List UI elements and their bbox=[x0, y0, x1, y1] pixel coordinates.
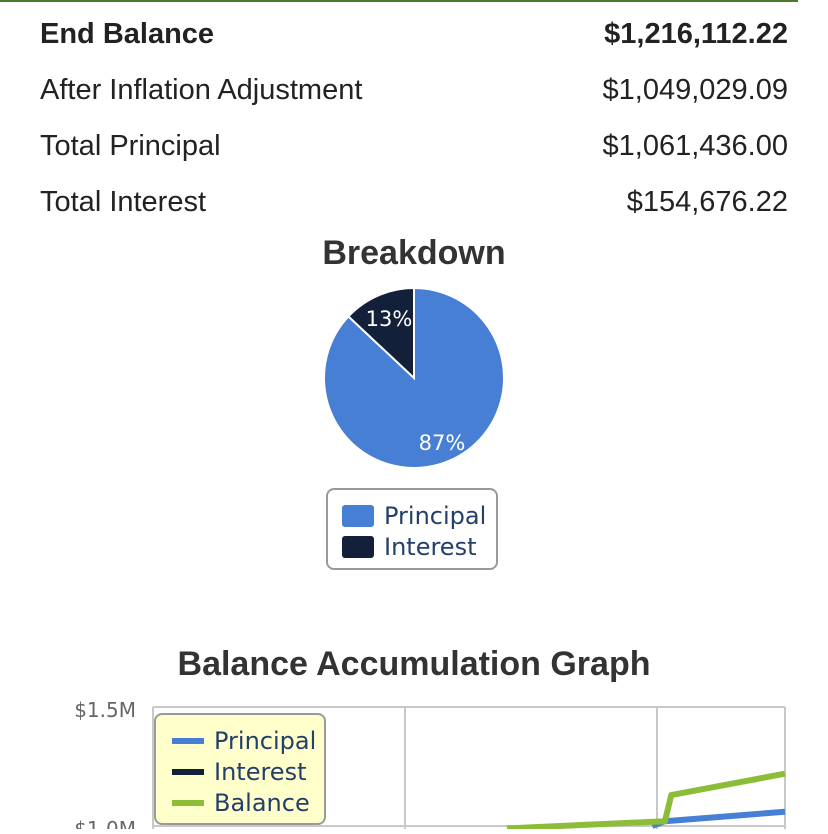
balance-line-chart: $1.5M $1.0M bbox=[0, 690, 828, 834]
breakdown-title: Breakdown bbox=[322, 234, 506, 272]
summary-label: Total Principal bbox=[40, 129, 221, 162]
summary-row-end-balance: End Balance $1,216,112.22 bbox=[40, 6, 788, 62]
pie-svg: 87% 13% bbox=[323, 286, 505, 469]
top-divider bbox=[0, 0, 798, 2]
legend-item-balance[interactable]: Balance bbox=[172, 789, 310, 817]
legend-item-principal: Principal bbox=[342, 502, 486, 530]
summary-row-inflation: After Inflation Adjustment $1,049,029.09 bbox=[40, 62, 788, 118]
summary-label: After Inflation Adjustment bbox=[40, 73, 363, 106]
legend-item-principal[interactable]: Principal bbox=[172, 727, 316, 755]
summary-value: $1,061,436.00 bbox=[602, 129, 788, 162]
legend-label: Balance bbox=[214, 789, 310, 817]
legend-swatch bbox=[342, 505, 374, 527]
legend-label: Principal bbox=[214, 727, 317, 755]
summary-label: End Balance bbox=[40, 17, 215, 50]
legend-line-swatch bbox=[172, 769, 204, 775]
summary-value: $1,216,112.22 bbox=[604, 17, 788, 50]
legend-item-interest[interactable]: Interest bbox=[172, 758, 306, 786]
legend-label: Interest bbox=[214, 758, 307, 786]
legend-line-swatch bbox=[172, 738, 204, 744]
results-summary: End Balance $1,216,112.22 After Inflatio… bbox=[40, 6, 788, 230]
breakdown-pie-chart: 87% 13% bbox=[0, 280, 828, 480]
line-legend[interactable]: Principal Interest Balance bbox=[154, 713, 326, 825]
legend-label: Interest bbox=[384, 533, 477, 561]
pie-label-principal: 87% bbox=[419, 431, 466, 455]
summary-row-interest: Total Interest $154,676.22 bbox=[40, 174, 788, 230]
y-tick-label: $1.0M bbox=[74, 817, 136, 829]
balance-graph-title: Balance Accumulation Graph bbox=[177, 645, 651, 683]
legend-item-interest: Interest bbox=[342, 533, 476, 561]
summary-value: $1,049,029.09 bbox=[602, 73, 788, 106]
legend-swatch bbox=[342, 536, 374, 558]
line-svg: $1.5M $1.0M bbox=[74, 698, 786, 834]
summary-label: Total Interest bbox=[40, 185, 207, 218]
summary-row-principal: Total Principal $1,061,436.00 bbox=[40, 118, 788, 174]
series-line-balance[interactable] bbox=[506, 770, 786, 832]
series-line-principal[interactable] bbox=[651, 808, 786, 829]
pie-slice-interest[interactable] bbox=[346, 286, 415, 381]
legend-label: Principal bbox=[384, 502, 487, 530]
legend-line-swatch bbox=[172, 800, 204, 806]
y-tick-label: $1.5M bbox=[74, 698, 136, 722]
pie-legend: Principal Interest bbox=[326, 488, 498, 570]
pie-label-interest: 13% bbox=[366, 307, 413, 331]
summary-value: $154,676.22 bbox=[626, 185, 788, 218]
